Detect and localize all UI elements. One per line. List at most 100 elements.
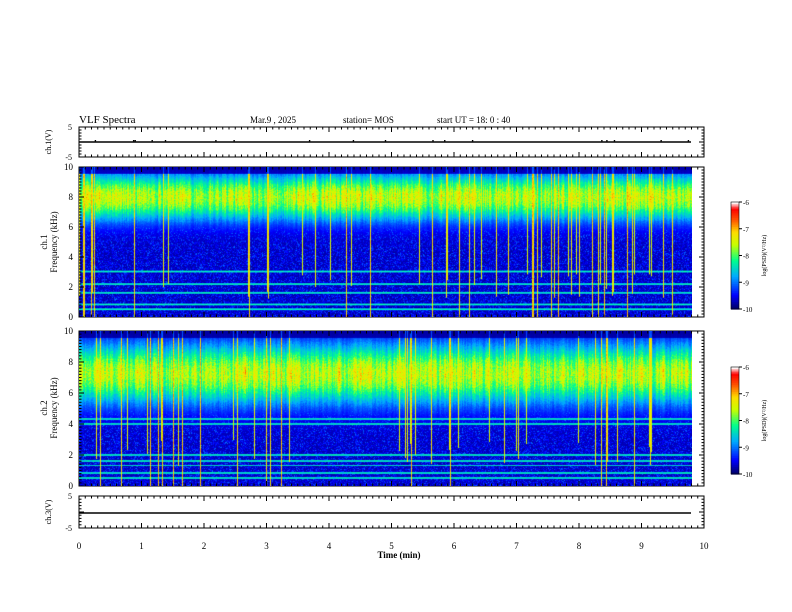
colorbar-swatch xyxy=(731,375,739,379)
colorbar-tick-label: -8 xyxy=(743,418,749,426)
ch1-spectrogram-panel: 0 2 4 6 8 10 ch.1 Frequency (kHz) xyxy=(39,162,705,322)
ch1-colorbar: -6 -7 -8 -9 -10 log(PSD)(V²/Hz) xyxy=(730,199,768,314)
colorbar-swatch xyxy=(731,287,739,290)
colorbar-swatch xyxy=(731,399,739,402)
ch1-trace-spike xyxy=(384,140,387,142)
colorbar-swatch xyxy=(731,264,739,267)
colorbar-swatch xyxy=(731,438,739,441)
ch1-trace-spike xyxy=(151,140,153,142)
colorbar-swatch xyxy=(731,424,739,427)
colorbar-swatch xyxy=(731,307,739,310)
colorbar-tick-label: -9 xyxy=(743,444,749,452)
colorbar-swatch xyxy=(731,269,739,273)
colorbar-swatch xyxy=(731,418,739,422)
colorbar-swatch xyxy=(731,384,739,388)
colorbar-swatch xyxy=(731,445,739,448)
freq-tick-label-6: 6 xyxy=(69,388,74,398)
ch1-trace-spike xyxy=(432,140,434,142)
ch1-trace-spike xyxy=(233,140,235,142)
colorbar-swatch xyxy=(731,275,739,278)
xtick-label-0: 0 xyxy=(77,541,82,551)
colorbar-swatch xyxy=(731,370,739,373)
colorbar-swatch xyxy=(731,244,739,248)
colorbar-swatch xyxy=(731,219,739,223)
colorbar-swatch xyxy=(731,368,739,372)
freq-tick-label-8: 8 xyxy=(69,192,74,202)
ch1-trace-spike xyxy=(215,140,217,142)
colorbar-swatch xyxy=(731,472,739,475)
colorbar-swatch xyxy=(731,397,739,400)
ch1-ytick-bottom: -5 xyxy=(65,153,72,162)
colorbar-swatch xyxy=(731,434,739,438)
colorbar-swatch xyxy=(731,466,739,470)
colorbar-swatch xyxy=(731,386,739,389)
colorbar-swatch xyxy=(731,381,739,384)
colorbar-swatch xyxy=(731,440,739,443)
ch1-trace-spike xyxy=(444,140,446,142)
colorbar-swatch xyxy=(731,262,739,266)
xtick-label-3: 3 xyxy=(264,541,269,551)
colorbar-swatch xyxy=(731,468,739,472)
colorbar-swatch xyxy=(731,470,739,473)
colorbar-swatch xyxy=(731,267,739,271)
colorbar-swatch xyxy=(731,248,739,251)
xtick-label-1: 1 xyxy=(139,541,144,551)
colorbar-swatch xyxy=(731,457,739,461)
colorbar-swatch xyxy=(731,257,739,260)
colorbar-swatch xyxy=(731,241,739,244)
colorbar-swatch xyxy=(731,454,739,457)
colorbar-swatch xyxy=(731,409,739,413)
colorbar-swatch xyxy=(731,298,739,301)
ch2-spec-ylabel-bottom: Frequency (kHz) xyxy=(49,377,59,438)
colorbar-swatch xyxy=(731,212,739,216)
xtick-label-6: 6 xyxy=(452,541,457,551)
colorbar-tick-label: -9 xyxy=(743,279,749,287)
xtick-label-10: 10 xyxy=(700,541,710,551)
ch1-trace-spike xyxy=(613,140,616,142)
ch1-trace-spike xyxy=(164,140,167,142)
colorbar-swatch xyxy=(731,427,739,431)
colorbar-swatch xyxy=(731,459,739,463)
freq-tick-label-6: 6 xyxy=(69,222,74,232)
colorbar-swatch xyxy=(731,260,739,264)
colorbar-swatch xyxy=(731,276,739,280)
colorbar-swatch xyxy=(731,235,739,239)
ch1-trace-spike xyxy=(94,140,97,142)
colorbar-swatch xyxy=(731,441,739,445)
colorbar-swatch xyxy=(731,266,739,269)
colorbar-swatch xyxy=(731,207,739,210)
colorbar-swatch xyxy=(731,391,739,395)
ch1-trace-spike xyxy=(601,140,603,142)
freq-tick-label-4: 4 xyxy=(69,419,74,429)
colorbar-swatch xyxy=(731,284,739,287)
colorbar-swatch xyxy=(731,255,739,258)
colorbar-swatch xyxy=(731,291,739,294)
ch2-colorbar: -6 -7 -8 -9 -10 log(PSD)(V²/Hz) xyxy=(730,364,768,479)
ch2-spectrogram-panel: 0 2 4 6 8 10 ch.2 Frequency (kHz) xyxy=(39,326,705,491)
ch1-trace-spike xyxy=(352,140,355,142)
colorbar-swatch xyxy=(731,228,739,232)
start-ut-label: start UT = 18: 0 : 40 xyxy=(437,115,511,125)
colorbar-tick-label: -7 xyxy=(743,226,749,234)
ch1-trace-spike xyxy=(660,140,662,142)
ch1-voltage-ylabel: ch.1(V) xyxy=(44,129,53,154)
colorbar-swatch xyxy=(731,413,739,416)
colorbar-swatch xyxy=(731,431,739,434)
colorbar-swatch xyxy=(731,416,739,420)
colorbar-tick-label: -10 xyxy=(743,306,753,314)
colorbar-swatch xyxy=(731,230,739,233)
colorbar-swatch xyxy=(731,300,739,303)
ch1-trace-spike xyxy=(134,140,136,142)
colorbar-swatch xyxy=(731,232,739,235)
colorbar-swatch xyxy=(731,463,739,466)
xtick-label-2: 2 xyxy=(202,541,207,551)
colorbar-swatch xyxy=(731,221,739,224)
colorbar-swatch xyxy=(731,223,739,226)
colorbar-swatch xyxy=(731,303,739,307)
ch1-trace-spike xyxy=(308,140,311,142)
colorbar-swatch xyxy=(731,400,739,404)
colorbar-swatch xyxy=(731,461,739,464)
colorbar-swatch xyxy=(731,408,739,411)
xtick-label-5: 5 xyxy=(389,541,394,551)
colorbar-swatch xyxy=(731,402,739,406)
